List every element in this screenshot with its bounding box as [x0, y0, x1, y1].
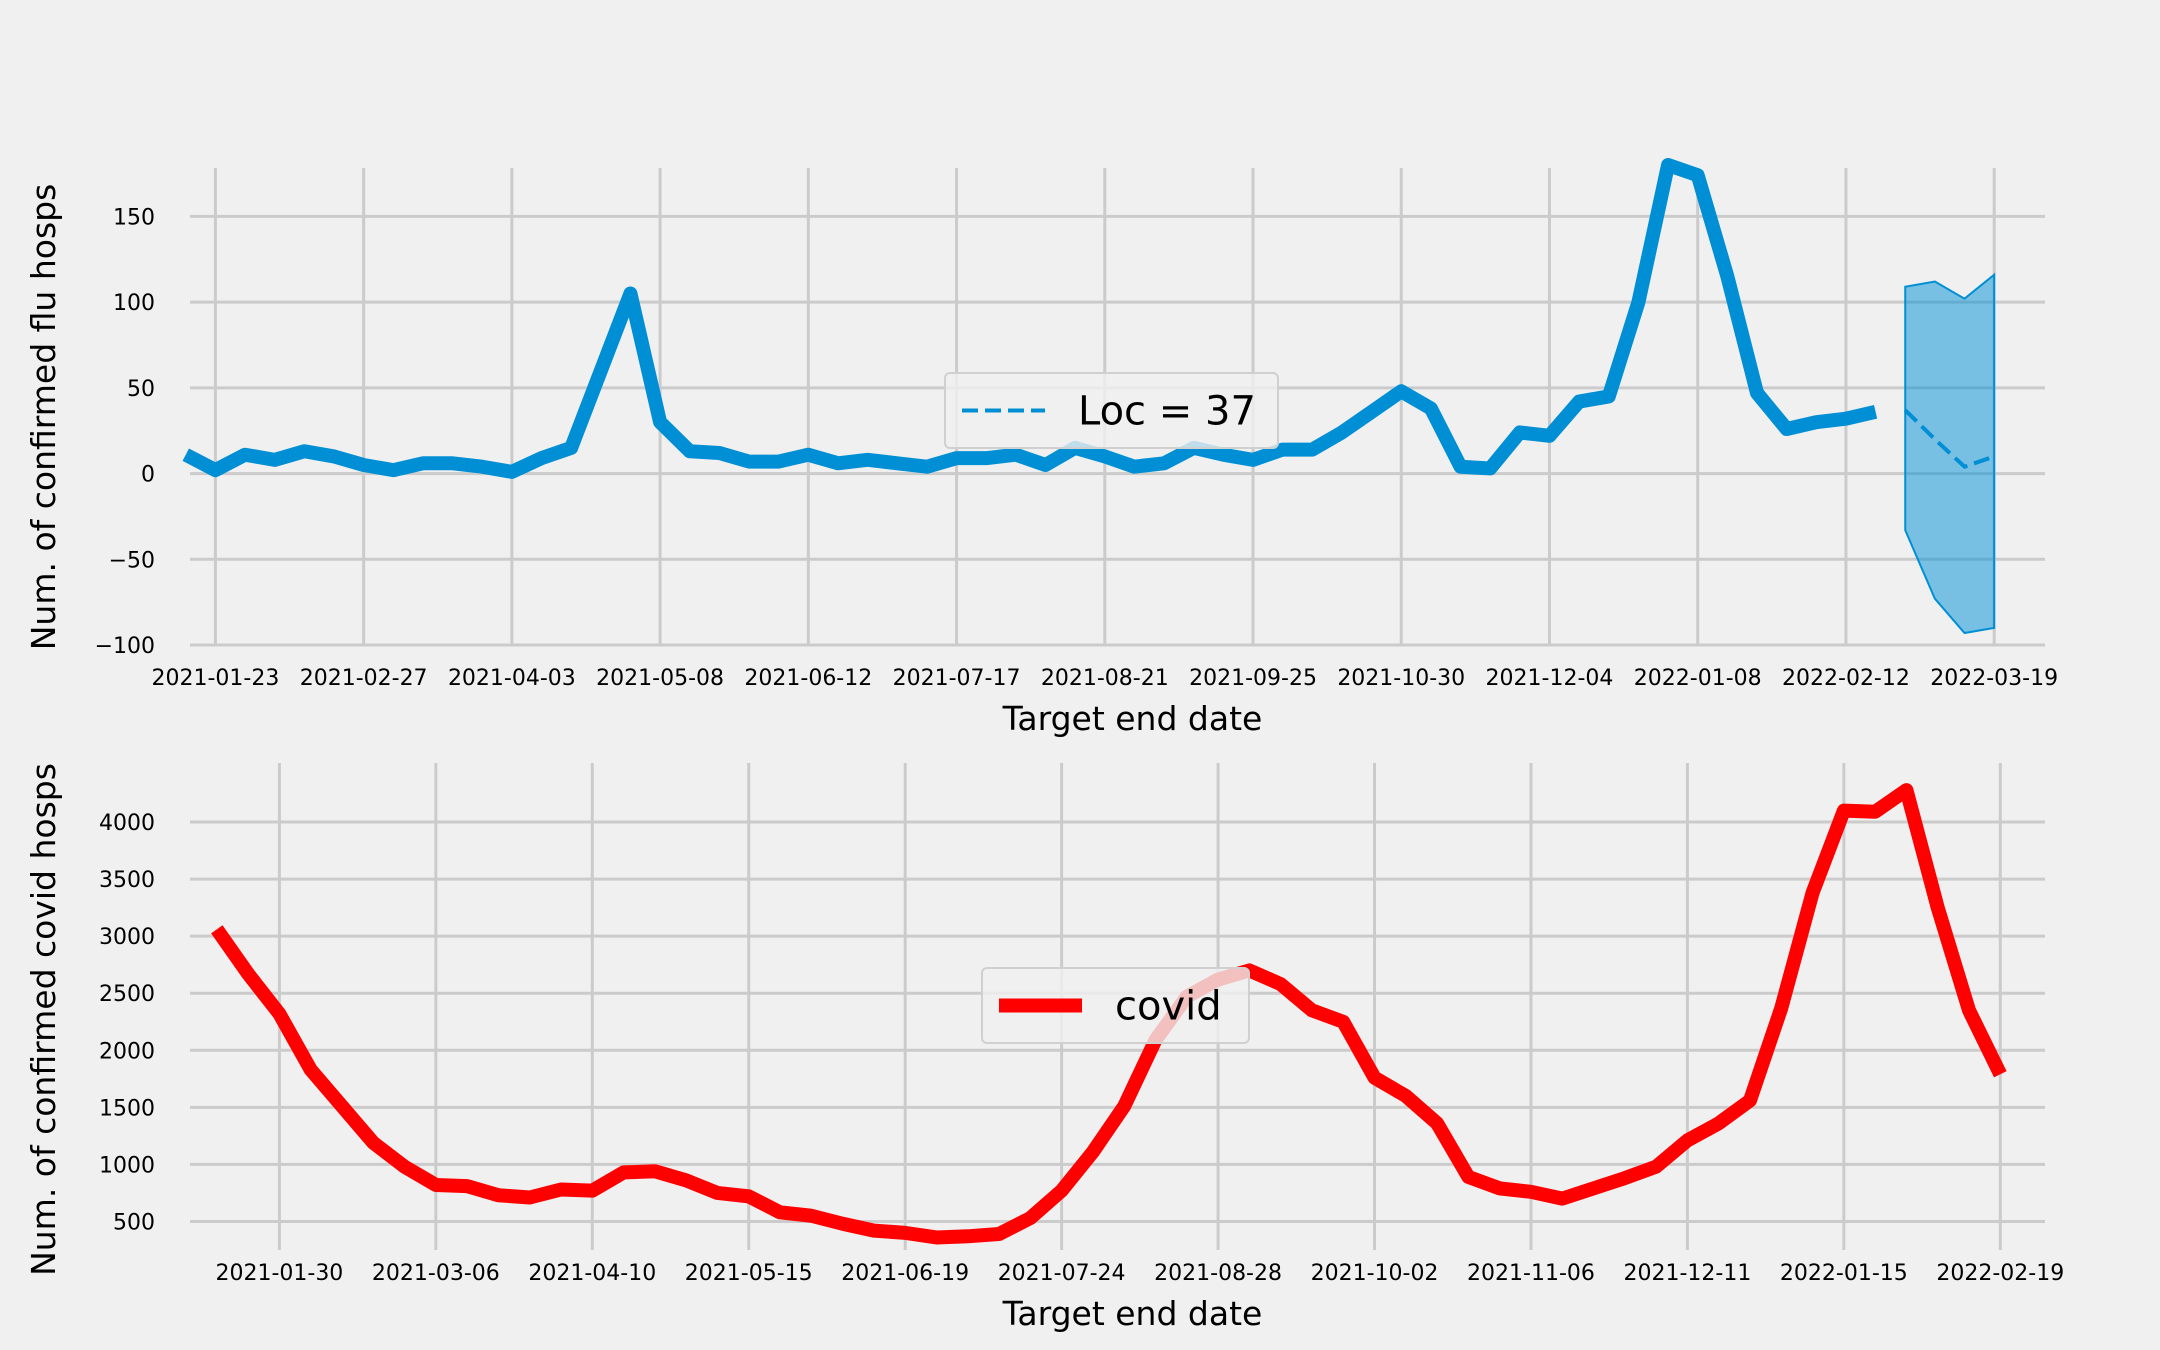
- legend-label: covid: [1115, 984, 1222, 1030]
- x-tick-label: 2022-02-12: [1782, 666, 1910, 691]
- legend: Loc = 37: [944, 372, 1279, 449]
- y-tick-label: −100: [95, 634, 155, 659]
- x-tick-label: 2021-06-12: [744, 666, 872, 691]
- y-tick-label: 1500: [99, 1096, 155, 1121]
- x-tick-label: 2021-08-21: [1041, 666, 1169, 691]
- x-tick-label: 2021-06-19: [841, 1261, 969, 1286]
- x-tick-label: 2021-11-06: [1467, 1261, 1595, 1286]
- x-axis-label: Target end date: [1002, 1294, 1263, 1333]
- y-tick-label: 3000: [99, 925, 155, 950]
- y-tick-label: 100: [113, 291, 155, 316]
- x-tick-label: 2021-10-30: [1337, 666, 1465, 691]
- covid-chart: 500 1000 1500 2000 2500 3000 3500 4000 2021-01-3…: [24, 763, 2064, 1333]
- x-tick-label: 2022-02-19: [1936, 1261, 2064, 1286]
- y-tick-label: 50: [127, 377, 155, 402]
- legend-box: [944, 372, 1279, 449]
- x-tick-label: 2021-07-17: [893, 666, 1021, 691]
- y-tick-label: −50: [109, 548, 155, 573]
- x-tick-label: 2022-01-08: [1634, 666, 1762, 691]
- flu-chart: −100 −50 0 50 100 150 2021-01-23 2021-02-27 2021…: [24, 158, 2058, 738]
- x-axis-label: Target end date: [1002, 699, 1263, 738]
- x-tick-label: 2021-02-27: [300, 666, 428, 691]
- y-tick-label: 3500: [99, 868, 155, 893]
- x-tick-label: 2022-01-15: [1780, 1261, 1908, 1286]
- legend-label: Loc = 37: [1078, 389, 1256, 435]
- y-tick-label: 2000: [99, 1039, 155, 1064]
- y-tick-label: 2500: [99, 982, 155, 1007]
- legend: covid: [981, 967, 1250, 1044]
- y-tick-label: 150: [113, 205, 155, 230]
- x-tick-label: 2022-03-19: [1930, 666, 2058, 691]
- x-tick-label: 2021-01-30: [215, 1261, 343, 1286]
- legend-box: [981, 967, 1250, 1044]
- x-tick-label: 2021-01-23: [151, 666, 279, 691]
- x-tick-label: 2021-10-02: [1311, 1261, 1439, 1286]
- prediction-interval-band: [1904, 272, 1996, 635]
- forecast-line: [1903, 408, 1995, 469]
- x-tick-label: 2021-04-03: [448, 666, 576, 691]
- y-tick-label: 0: [141, 463, 155, 488]
- x-tick-label: 2021-04-10: [528, 1261, 656, 1286]
- x-tick-label: 2021-05-08: [596, 666, 724, 691]
- y-tick-label: 500: [113, 1210, 155, 1235]
- x-tick-label: 2021-07-24: [998, 1261, 1126, 1286]
- x-tick-label: 2021-09-25: [1189, 666, 1317, 691]
- y-tick-label: 1000: [99, 1153, 155, 1178]
- covid-series-line: [211, 783, 2007, 1245]
- y-axis-label: Num. of confirmed covid hosps: [24, 763, 63, 1276]
- x-tick-label: 2021-03-06: [372, 1261, 500, 1286]
- x-tick-label: 2021-12-04: [1486, 666, 1614, 691]
- x-tick-label: 2021-05-15: [685, 1261, 813, 1286]
- x-tick-label: 2021-08-28: [1154, 1261, 1282, 1286]
- x-tick-label: 2021-12-11: [1623, 1261, 1751, 1286]
- y-axis-label: Num. of confirmed flu hosps: [24, 184, 63, 651]
- y-tick-label: 4000: [99, 811, 155, 836]
- observed-series-line: [182, 158, 1878, 479]
